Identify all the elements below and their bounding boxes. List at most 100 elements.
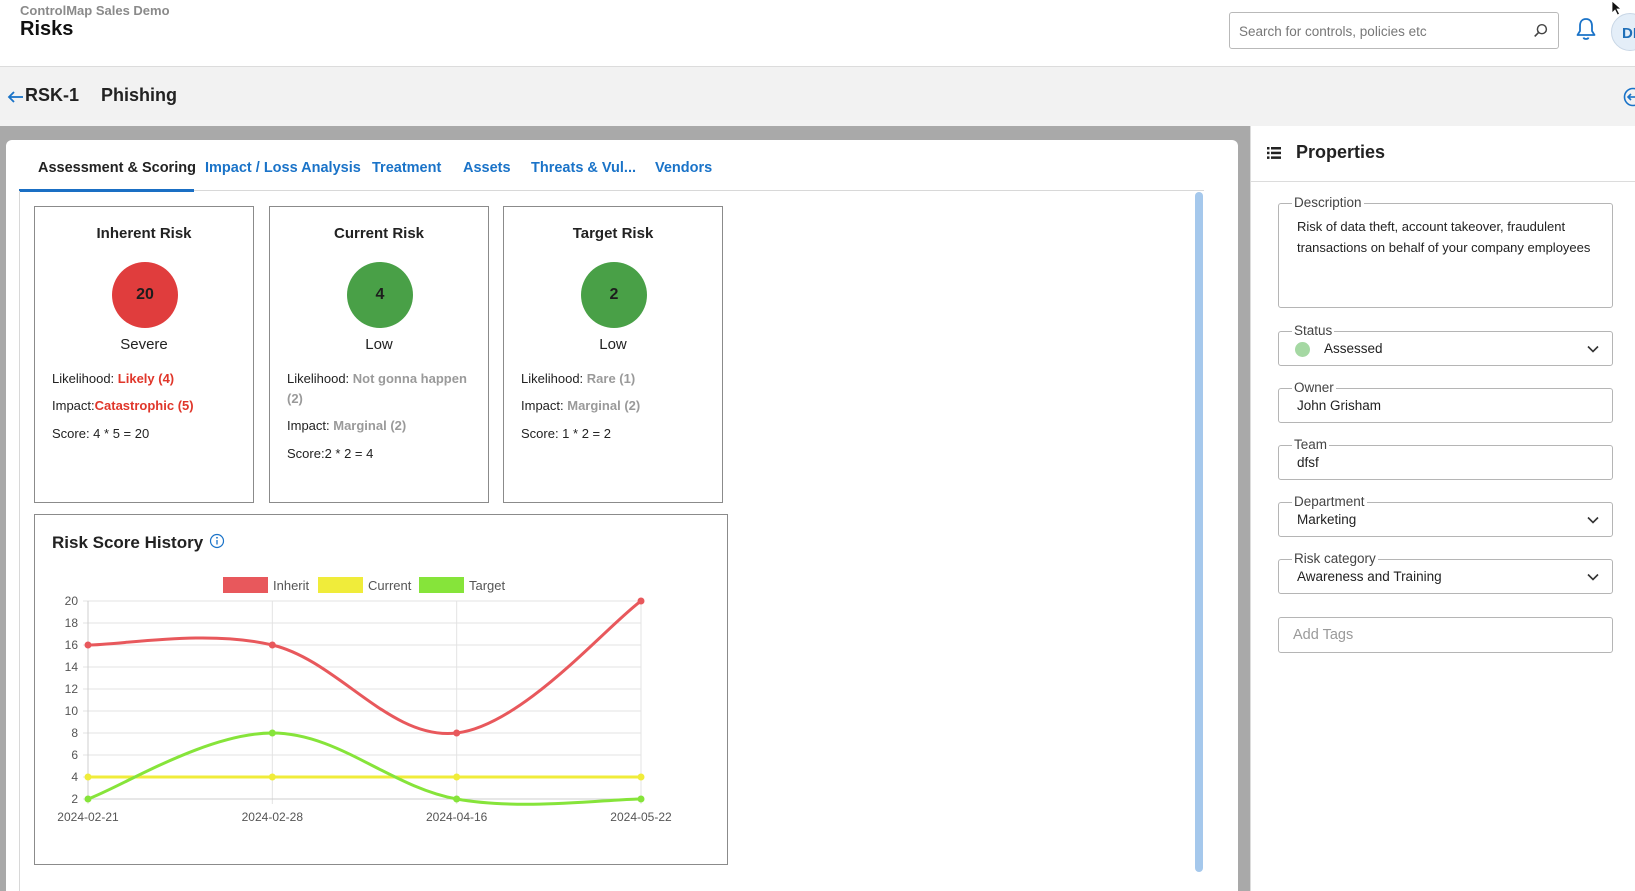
data-point-inherit <box>637 597 645 605</box>
likelihood-row: Likelihood: Likely (4) <box>52 369 247 389</box>
y-tick-label: 16 <box>65 638 79 652</box>
tab-bar: Assessment & Scoring Impact / Loss Analy… <box>19 154 1219 192</box>
x-tick-label: 2024-02-21 <box>57 810 119 824</box>
chevron-down-icon[interactable] <box>1586 570 1600 584</box>
likelihood-label: Likelihood: <box>52 371 118 386</box>
risk-id: RSK-1 <box>25 85 80 105</box>
impact-label: Impact: <box>521 398 568 413</box>
chevron-down-icon[interactable] <box>1586 342 1600 356</box>
legend-swatch-inherit <box>223 577 268 593</box>
data-point-target <box>637 795 645 803</box>
impact-label: Impact: <box>52 398 95 413</box>
card-title: Inherent Risk <box>96 225 192 242</box>
tab-vendors[interactable]: Vendors <box>655 160 713 176</box>
data-point-inherit <box>453 729 461 737</box>
risk-category-select[interactable]: Risk category Awareness and Training <box>1278 551 1613 594</box>
likelihood-value: Not gonna happen (2) <box>287 371 467 406</box>
y-tick-label: 8 <box>71 726 78 740</box>
chart-title: Risk Score History <box>52 533 204 552</box>
likelihood-value: Likely (4) <box>117 371 175 386</box>
data-point-current <box>453 773 461 781</box>
scrollbar[interactable] <box>1195 192 1203 872</box>
avatar[interactable]: DF <box>1611 13 1635 51</box>
data-point-inherit <box>84 641 92 649</box>
bell-icon[interactable] <box>1574 16 1598 42</box>
risk-level: Severe <box>120 336 168 353</box>
team-value: dfsf <box>1297 455 1319 470</box>
current-risk-card: Current Risk 4 Low Likelihood: Not gonna… <box>269 206 489 503</box>
score-circle: 20 <box>112 262 178 328</box>
legend-label-target: Target <box>469 578 506 593</box>
owner-field[interactable]: Owner John Grisham <box>1278 380 1613 423</box>
collapse-panel-icon[interactable] <box>1622 86 1635 108</box>
add-tags-input[interactable]: Add Tags <box>1278 617 1613 653</box>
properties-panel: Properties Description Risk of data thef… <box>1250 126 1635 891</box>
impact-value: Marginal (2) <box>567 398 641 413</box>
team-label: Team <box>1292 437 1330 453</box>
back-arrow-icon[interactable] <box>6 87 26 107</box>
legend-swatch-current <box>318 577 363 593</box>
impact-label: Impact: <box>287 418 334 433</box>
tab-treatment[interactable]: Treatment <box>372 160 442 176</box>
inherent-risk-card: Inherent Risk 20 Severe Likelihood: Like… <box>34 206 254 503</box>
data-point-target <box>84 795 92 803</box>
x-tick-label: 2024-02-28 <box>242 810 304 824</box>
content-border <box>19 191 20 891</box>
likelihood-row: Likelihood: Rare (1) <box>521 369 716 389</box>
list-icon <box>1267 147 1281 159</box>
legend-label-inherit: Inherit <box>273 578 310 593</box>
series-line-inherit <box>87 599 642 735</box>
main-panel: Assessment & Scoring Impact / Loss Analy… <box>6 140 1238 891</box>
y-tick-label: 14 <box>65 660 79 674</box>
search-input[interactable] <box>1239 21 1519 41</box>
search-icon[interactable] <box>1532 22 1550 40</box>
tab-assets[interactable]: Assets <box>463 160 511 176</box>
department-select[interactable]: Department Marketing <box>1278 494 1613 537</box>
x-tick-label: 2024-04-16 <box>426 810 488 824</box>
score-text: Score:2 * 2 = 4 <box>287 446 374 461</box>
risk-score-history-chart: 2 4 6 8 10 12 14 16 18 20 2024-02-21 2024-02-28 2024… <box>57 577 672 824</box>
card-title: Current Risk <box>333 225 425 242</box>
team-field[interactable]: Team dfsf <box>1278 437 1613 480</box>
owner-value: John Grisham <box>1297 398 1382 413</box>
add-tags-placeholder: Add Tags <box>1293 627 1354 643</box>
data-point-current <box>637 773 645 781</box>
department-value: Marketing <box>1297 512 1357 527</box>
impact-row: Impact: Marginal (2) <box>287 416 482 436</box>
y-tick-label: 20 <box>65 594 79 608</box>
search-box[interactable] <box>1229 12 1559 49</box>
likelihood-label: Likelihood: <box>521 371 587 386</box>
chevron-down-icon[interactable] <box>1586 513 1600 527</box>
series-line-target <box>87 731 642 806</box>
top-bar: ControlMap Sales Demo Risks DF <box>0 0 1635 67</box>
tab-divider <box>19 190 1204 191</box>
y-tick-label: 18 <box>65 616 79 630</box>
score-circle: 2 <box>581 262 647 328</box>
risk-header: RSK-1 Phishing <box>0 67 1635 126</box>
data-point-current <box>84 773 92 781</box>
score-circle: 4 <box>347 262 413 328</box>
page-title: Risks <box>20 18 74 40</box>
status-select[interactable]: Status Assessed <box>1278 323 1613 366</box>
org-name: ControlMap Sales Demo <box>20 3 170 18</box>
info-icon[interactable] <box>209 533 225 549</box>
legend-label-current: Current <box>368 578 412 593</box>
description-text[interactable]: Risk of data theft, account takeover, fr… <box>1297 219 1591 255</box>
description-field[interactable]: Description Risk of data theft, account … <box>1278 195 1613 308</box>
impact-value: Marginal (2) <box>333 418 407 433</box>
mouse-cursor-icon <box>1611 0 1623 16</box>
tab-impact-loss-analysis[interactable]: Impact / Loss Analysis <box>205 160 361 176</box>
y-tick-label: 2 <box>71 792 78 806</box>
tab-assessment-scoring[interactable]: Assessment & Scoring <box>38 160 196 176</box>
tab-threats-vulnerabilities[interactable]: Threats & Vul... <box>531 160 637 176</box>
y-tick-label: 6 <box>71 748 78 762</box>
data-point-target <box>268 729 276 737</box>
target-risk-card: Target Risk 2 Low Likelihood: Rare (1) I… <box>503 206 723 503</box>
legend-swatch-target <box>419 577 464 593</box>
active-tab-indicator <box>19 189 194 192</box>
score-text: Score: 1 * 2 = 2 <box>521 426 611 441</box>
likelihood-row: Likelihood: Not gonna happen (2) <box>287 369 482 409</box>
score-text: Score: 4 * 5 = 20 <box>52 426 150 441</box>
y-tick-label: 12 <box>65 682 79 696</box>
department-label: Department <box>1292 494 1367 510</box>
